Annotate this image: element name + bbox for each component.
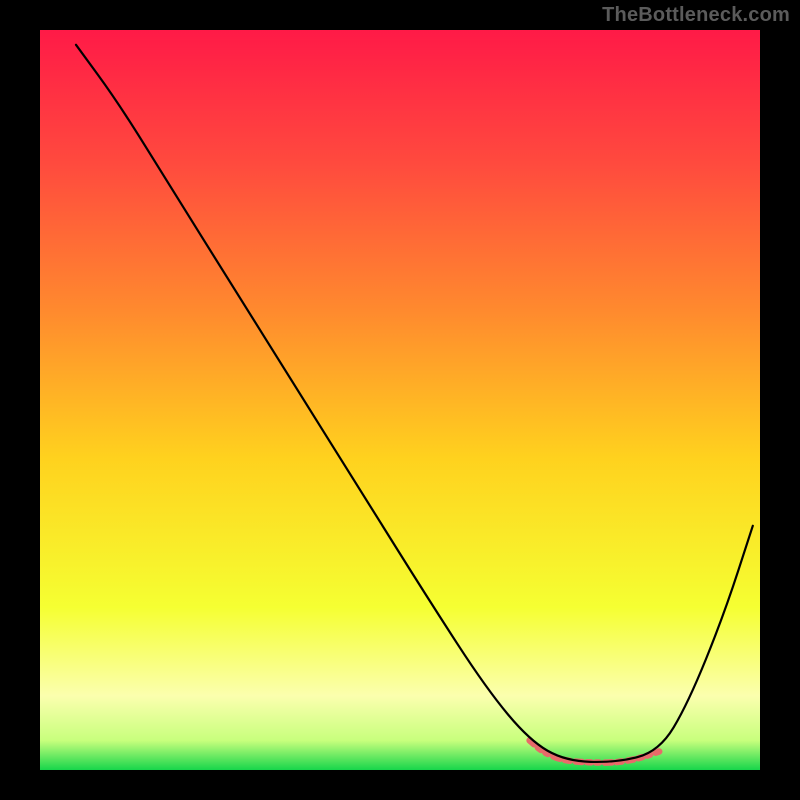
chart-stage: TheBottleneck.com [0,0,800,800]
chart-svg [0,0,800,800]
watermark-text: TheBottleneck.com [602,4,790,27]
plot-bg [40,30,760,770]
